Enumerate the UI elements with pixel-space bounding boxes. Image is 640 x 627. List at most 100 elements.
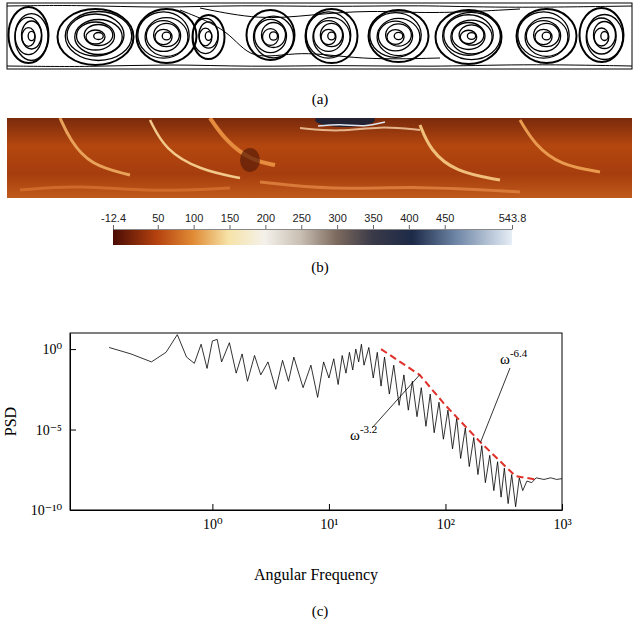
colorbar-tick-label: 200: [257, 212, 275, 224]
psd-line: [109, 335, 562, 507]
streamline: [15, 17, 42, 54]
y-tick: 10⁻¹⁰: [31, 503, 76, 518]
panel-c: 10⁰10¹10²10³10⁻¹⁰10⁻⁵10⁰Angular Frequenc…: [2, 333, 572, 620]
x-tick-mark: [445, 504, 446, 510]
streamline: [137, 9, 197, 63]
panel-b: -12.450100150200250300350400450543.8(b): [7, 113, 632, 276]
y-tick-mark: [70, 430, 76, 431]
field-group: [7, 118, 632, 198]
streamline: [525, 18, 568, 57]
streamline: [154, 23, 180, 46]
colorbar-tick: 400: [400, 212, 418, 229]
colorbar-axis: -12.450100150200250300350400450543.8: [101, 212, 526, 230]
y-axis-title: PSD: [2, 407, 19, 436]
streamline: [320, 23, 342, 46]
plot-frame: [70, 333, 562, 510]
annotation-base: ω: [500, 351, 510, 367]
field-streak: [300, 128, 420, 131]
colorbar-tick-label: 450: [436, 212, 454, 224]
field-streak: [520, 120, 600, 172]
y-tick: 10⁻⁵: [36, 423, 76, 438]
streamline: [370, 13, 421, 58]
streamline: [75, 20, 123, 55]
field-streak: [318, 122, 385, 126]
panel-label: (a): [312, 91, 329, 108]
annotation-exponent: -6.4: [510, 347, 528, 359]
y-tick-label: 10⁻¹⁰: [31, 503, 63, 518]
streamline: [145, 18, 188, 57]
colorbar-tick-mark: [301, 225, 302, 229]
streamline: [77, 22, 115, 50]
streamline-ground: [7, 3, 632, 69]
x-tick-label: 10⁰: [203, 517, 223, 532]
colorbar-tick-mark: [113, 225, 114, 229]
y-tick: 10⁰: [42, 342, 76, 357]
colorbar-tick-label: 543.8: [499, 212, 527, 224]
streamline: [467, 33, 475, 40]
colorbar-tick: -12.4: [101, 212, 126, 229]
streamline: [9, 7, 49, 63]
colorbar-tick-label: 150: [221, 212, 239, 224]
y-tick-mark: [70, 510, 76, 511]
colorbar-tick-mark: [512, 225, 513, 229]
panel-label: (c): [312, 603, 329, 620]
streamline: [526, 21, 560, 52]
streamline: [587, 18, 616, 54]
streamline: [193, 15, 225, 59]
streamline: [84, 25, 113, 46]
colorbar-tick: 350: [364, 212, 382, 229]
annotation-exponent: -3.2: [360, 423, 377, 435]
field-streak: [150, 120, 240, 178]
streamline: [180, 10, 440, 59]
streamline: [146, 21, 180, 52]
streamline: [444, 15, 494, 56]
streamline: [459, 25, 484, 45]
x-tick-mark: [329, 504, 330, 510]
streamline: [7, 6, 632, 8]
colorbar-tick: 100: [185, 212, 203, 229]
streamline-group: [7, 3, 632, 69]
annotation-base: ω: [350, 427, 360, 443]
colorbar-tick-label: 400: [400, 212, 418, 224]
colorbar-axis-line: [114, 229, 513, 230]
annotation: ω-6.4: [500, 347, 528, 367]
streamline: [518, 12, 569, 58]
streamline: [394, 32, 403, 39]
plot-area: [109, 335, 562, 507]
colorbar-tick-mark: [158, 225, 159, 229]
streamline: [306, 12, 351, 58]
streamline: [534, 23, 560, 46]
streamline: [255, 19, 287, 52]
x-tick: 10⁰: [203, 504, 223, 532]
colorbar-tick-label: 350: [364, 212, 382, 224]
colorbar-tick-label: 100: [185, 212, 203, 224]
annotation-leader: [481, 368, 510, 442]
x-tick-label: 10²: [437, 517, 455, 532]
x-tick-mark: [562, 504, 563, 510]
colorbar-tick-label: 250: [293, 212, 311, 224]
streamline: [517, 9, 577, 63]
x-axis: 10⁰10¹10²10³: [71, 504, 572, 532]
streamline: [67, 14, 124, 56]
annotation: ω-3.2: [350, 423, 377, 443]
streamline: [443, 12, 501, 59]
x-axis-title: Angular Frequency: [254, 566, 378, 584]
colorbar-tick: 300: [328, 212, 346, 229]
x-tick: 10¹: [320, 504, 338, 532]
y-tick-mark: [70, 349, 76, 350]
x-tick-label: 10¹: [320, 517, 338, 532]
streamline: [601, 32, 608, 41]
streamline: [436, 10, 502, 64]
colorbar-tick: 200: [257, 212, 275, 229]
colorbar-tick-mark: [409, 225, 410, 229]
streamline: [94, 33, 104, 40]
streamline: [58, 9, 134, 65]
field-streak: [60, 118, 130, 175]
y-tick-label: 10⁰: [42, 342, 62, 357]
x-tick: 10²: [437, 504, 455, 532]
streamline: [328, 32, 335, 40]
colorbar-tick-mark: [445, 225, 446, 229]
streamline: [369, 10, 429, 62]
streamline: [200, 8, 520, 18]
streamline: [386, 24, 412, 46]
